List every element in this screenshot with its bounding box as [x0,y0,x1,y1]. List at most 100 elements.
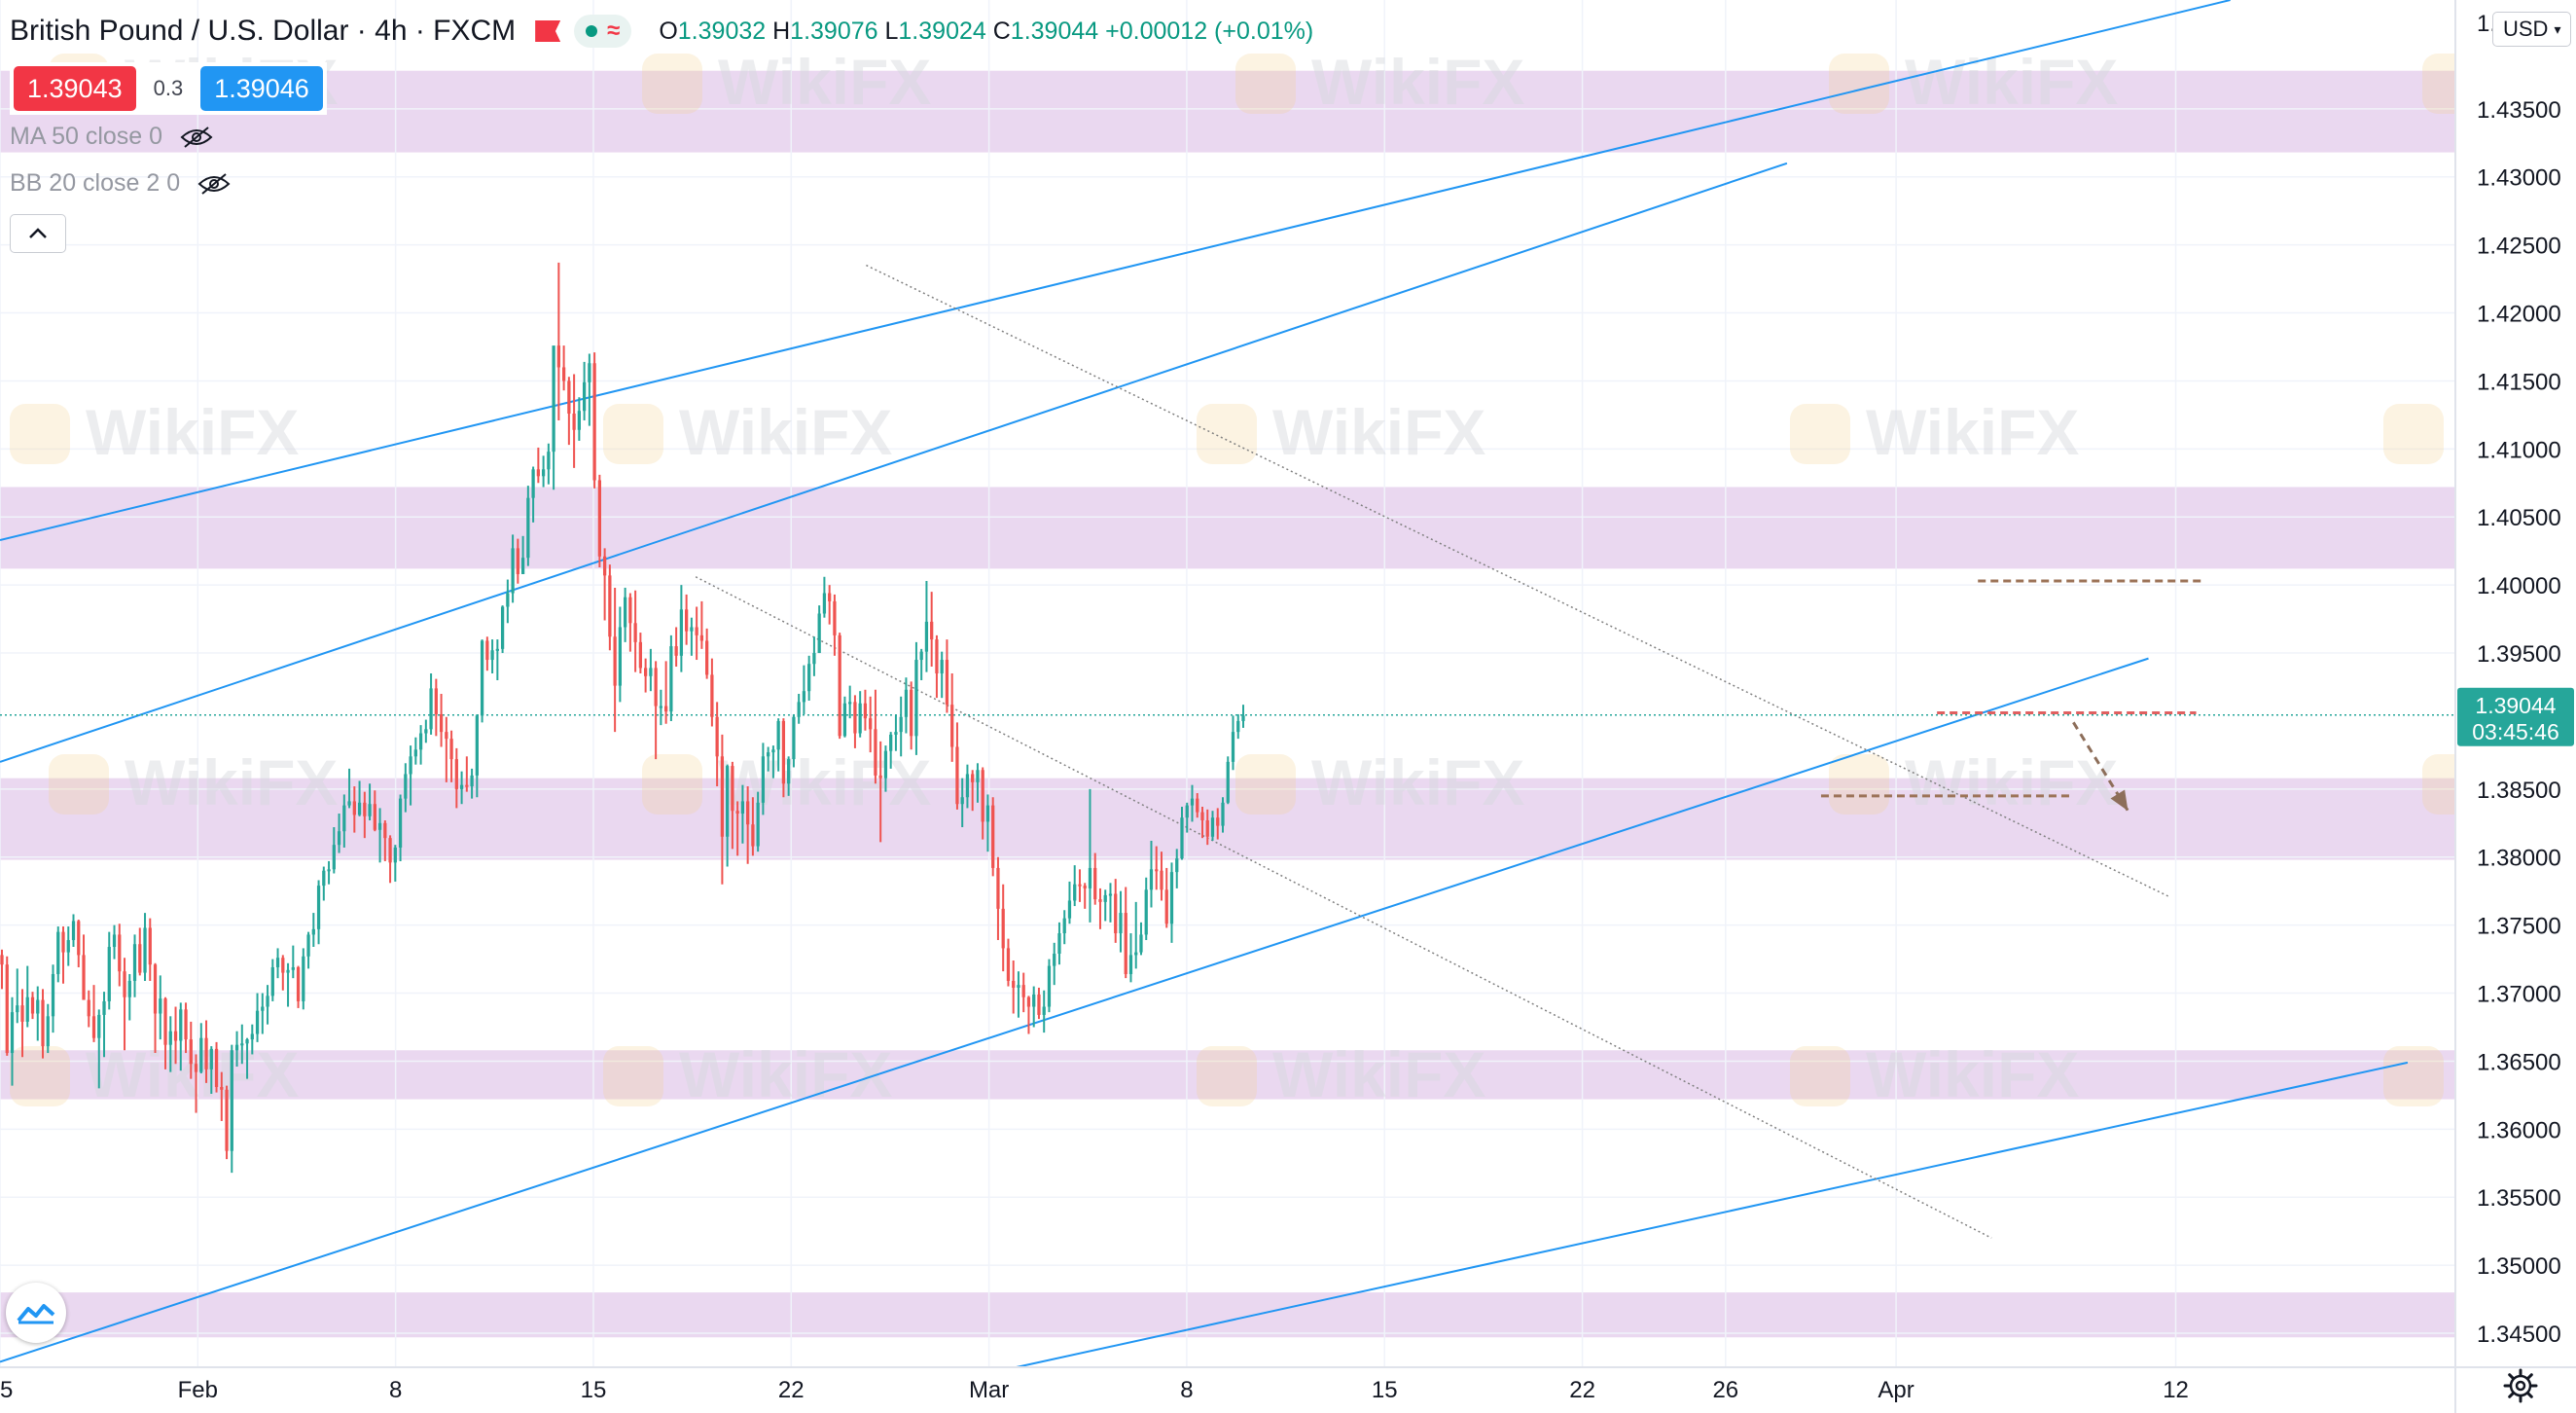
candle-body [470,775,474,787]
gear-icon[interactable] [2502,1367,2539,1404]
candle-body [582,381,587,412]
candle [234,1031,239,1068]
flag-icon[interactable] [535,20,561,42]
candle [899,696,903,757]
buy-button[interactable]: 1.39046 [200,66,323,111]
candle-body [25,996,29,1022]
indicator-ma[interactable]: MA 50 close 0 [10,123,213,151]
candle [674,627,678,668]
candle [960,778,964,827]
candle-body [699,634,704,641]
candle [792,713,796,768]
candle-body [976,770,980,782]
candle-body [418,733,423,750]
candle [520,535,525,574]
eye-off-icon[interactable] [197,172,231,195]
candle [602,548,607,621]
candle [10,996,15,1086]
currency-button[interactable]: USD ▾ [2492,12,2572,47]
candle [342,794,346,848]
candle [245,1037,249,1079]
collapse-indicators-button[interactable] [10,214,66,253]
quote-panel: 1.39043 0.3 1.39046 [10,62,327,115]
candle-body [1037,994,1041,1015]
last-price-label: 1.39044 [2475,693,2556,718]
y-tick-label: 1.35500 [2477,1185,2561,1212]
candle-body [445,732,448,740]
countdown-label: 03:45:46 [2472,719,2559,744]
candle [1185,802,1189,833]
candle-body [0,955,4,965]
candle [552,345,555,490]
candle [418,725,423,765]
candle-body [552,345,555,453]
candle-body [1226,761,1230,803]
symbol-title[interactable]: British Pound / U.S. Dollar · 4h · FXCM [10,15,517,47]
candle-body [107,947,111,1001]
candle [393,845,397,882]
market-status[interactable]: ≈ [574,15,632,48]
candle-body [817,613,821,654]
candle [699,600,704,649]
candle [592,352,596,489]
candle-body [506,593,510,607]
candle [654,661,658,760]
y-tick-label: 1.38000 [2477,846,2561,872]
x-tick-label: 12 [2163,1377,2189,1403]
candle-body [377,822,382,830]
candle-body [858,703,862,734]
candle-body [761,756,766,803]
candle [184,1002,188,1054]
candle [633,590,637,672]
sell-button[interactable]: 1.39043 [14,66,136,111]
candle-body [833,600,837,635]
candle-body [638,641,643,669]
candle-body [404,774,408,799]
candle-body [1236,720,1240,733]
candle [506,579,510,624]
candle-body [1073,884,1077,901]
candle [302,948,305,1010]
candle [1196,793,1199,818]
candle [1175,849,1179,888]
x-tick-label: 8 [1180,1377,1193,1403]
eye-off-icon[interactable] [180,126,213,148]
candle [1026,996,1031,1034]
candle [1134,901,1138,969]
candle-body [930,621,934,640]
y-tick-label: 1.42500 [2477,234,2561,260]
candle [41,989,45,1059]
y-tick-label: 1.43500 [2477,97,2561,124]
indicator-bb[interactable]: BB 20 close 2 0 [10,169,231,198]
candle [1155,846,1159,890]
candle-body [112,934,117,948]
candle-body [51,973,55,1017]
x-tick-label: 26 [1712,1377,1738,1403]
candle-body [204,1037,208,1069]
candle [746,786,750,864]
high-value: 1.39076 [790,17,878,45]
candle-body [1067,900,1072,919]
candle-body [132,944,137,981]
candle [1017,971,1020,1018]
tradingview-logo-button[interactable] [6,1283,66,1343]
candle [1103,889,1107,922]
candle [204,1020,208,1083]
candle-body [1216,817,1220,826]
wikifx-watermark: WikiFX [125,746,338,818]
candle-body [102,1000,106,1015]
wikifx-watermark-logo-icon [2383,1046,2444,1106]
candle-body [1098,899,1102,902]
candle-body [1164,889,1168,924]
candle [209,1046,213,1094]
candle [767,746,770,772]
candle-body [465,784,469,787]
candle-body [792,716,796,760]
spread-value: 0.3 [153,76,184,100]
candle [638,633,643,674]
candle [812,636,816,676]
candle [179,1002,183,1071]
candle-body [306,934,310,957]
candle-body [454,759,458,789]
